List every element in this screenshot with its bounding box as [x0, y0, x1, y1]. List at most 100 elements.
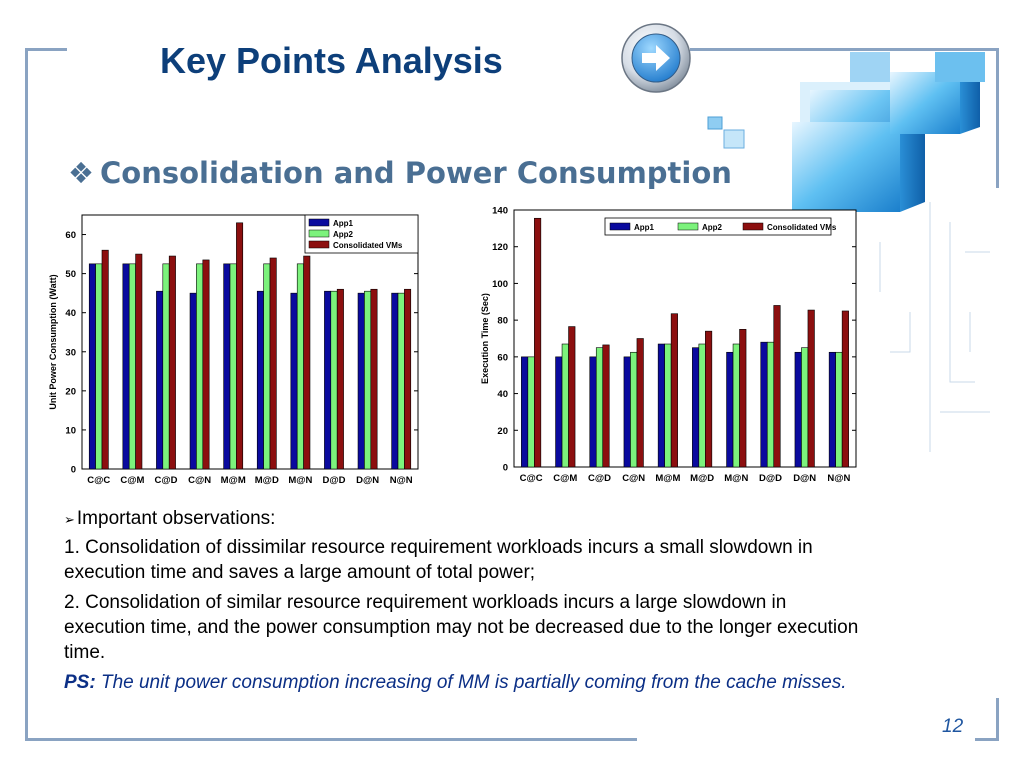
time-xtick-label: C@M: [553, 473, 577, 484]
arrow-right-icon: [642, 45, 670, 71]
time-bar-consolidated-vms: [705, 330, 713, 468]
observation-item-2: 2. Consolidation of similar resource req…: [64, 592, 859, 663]
power-xtick-label: M@D: [255, 475, 279, 486]
observations-heading-text: Important observations:: [76, 508, 276, 529]
time-bar-app2: [835, 351, 843, 468]
page-number: 12: [942, 716, 964, 737]
time-bar-app1: [623, 356, 631, 468]
power-legend-swatch: [308, 240, 330, 249]
time-bar-app1: [726, 351, 734, 468]
time-xtick-label: M@D: [690, 473, 714, 484]
time-legend-label: App1: [634, 223, 655, 232]
time-xtick-label: N@N: [827, 473, 850, 484]
time-bar-app1: [521, 356, 529, 468]
power-xtick-label: C@M: [120, 475, 144, 486]
time-legend-swatch: [742, 222, 764, 231]
time-bar-app2: [527, 356, 535, 468]
power-ytick-label: 30: [65, 347, 76, 358]
time-bar-app2: [732, 343, 740, 468]
ps-label: PS:: [64, 672, 96, 693]
power-xtick-label: D@D: [323, 475, 346, 486]
time-bar-app1: [555, 356, 563, 468]
time-bar-app2: [561, 343, 569, 468]
power-bar-app1: [256, 290, 264, 470]
observations-heading: ➢ Important observations:: [64, 506, 864, 532]
time-xtick-label: M@M: [655, 473, 680, 484]
time-ytick-label: 60: [497, 352, 508, 363]
time-xtick-label: D@D: [759, 473, 782, 484]
time-ytick-label: 40: [497, 389, 508, 400]
ps-text: The unit power consumption increasing of…: [95, 672, 847, 693]
power-bar-app1: [223, 263, 231, 470]
time-bar-app2: [766, 341, 775, 468]
time-ytick-label: 100: [492, 279, 508, 290]
power-bar-app1: [189, 292, 197, 470]
frame-line-bottom-left: [25, 738, 637, 741]
power-bar-app2: [296, 263, 304, 470]
time-legend-swatch: [609, 222, 631, 231]
time-bar-consolidated-vms: [841, 310, 849, 468]
power-xtick-label: N@N: [390, 475, 413, 486]
power-xtick-label: M@N: [288, 475, 312, 486]
power-bar-consolidated-vms: [202, 259, 210, 470]
power-ytick-label: 10: [65, 425, 76, 436]
power-bar-consolidated-vms: [336, 288, 344, 470]
power-bar-app2: [263, 263, 271, 470]
power-bar-consolidated-vms: [404, 288, 412, 470]
power-bar-consolidated-vms: [236, 222, 244, 470]
time-legend-label: App2: [702, 223, 723, 232]
time-bar-consolidated-vms: [739, 329, 747, 468]
time-bar-app1: [760, 341, 768, 468]
observations: ➢ Important observations: 1. Consolidatio…: [64, 506, 864, 700]
power-bar-app2: [128, 263, 136, 470]
time-bar-app2: [801, 347, 809, 468]
power-xtick-label: M@M: [221, 475, 246, 486]
power-bar-app1: [156, 290, 164, 470]
time-legend-box: [604, 217, 832, 236]
time-ytick-label: 140: [492, 206, 508, 217]
power-bar-app2: [397, 292, 405, 470]
time-bar-consolidated-vms: [568, 326, 576, 468]
power-ytick-label: 0: [71, 465, 76, 476]
slide-title: Key Points Analysis: [160, 40, 503, 81]
time-bar-consolidated-vms: [602, 344, 610, 468]
power-bar-consolidated-vms: [135, 253, 143, 470]
power-bar-consolidated-vms: [370, 288, 378, 470]
power-bar-app1: [122, 263, 130, 470]
time-ytick-label: 0: [503, 463, 508, 474]
power-bar-app1: [391, 292, 399, 470]
observation-item-1: 1. Consolidation of dissimilar resource …: [64, 537, 813, 583]
frame-line-right-bottom: [996, 698, 999, 741]
power-bar-app1: [324, 290, 332, 470]
power-bar-app1: [88, 263, 96, 470]
time-ytick-label: 20: [497, 426, 508, 437]
time-xtick-label: C@C: [520, 473, 543, 484]
frame-line-bottom-right: [975, 738, 999, 741]
time-bar-consolidated-vms: [773, 305, 781, 468]
arrow-bullet-icon: ➢: [64, 512, 75, 527]
power-consumption-chart: 0 10 20 30 40 50 60 Unit Power Consumption (Wat…: [48, 214, 419, 486]
time-bar-app1: [692, 347, 700, 468]
time-legend-label: Consolidated VMs: [767, 223, 837, 232]
power-bar-app2: [330, 290, 338, 470]
next-slide-button[interactable]: [620, 22, 692, 94]
power-ytick-label: 40: [65, 308, 76, 319]
time-bar-app2: [595, 347, 604, 468]
power-bar-app2: [364, 290, 372, 470]
power-xtick-label: D@N: [356, 475, 379, 486]
time-bar-app1: [794, 351, 802, 468]
time-bar-app1: [828, 351, 836, 468]
ps-note: PS: The unit power consumption increasin…: [64, 670, 864, 695]
power-bar-app1: [357, 292, 365, 470]
slide-subtitle: ❖ Consolidation and Power Consumption: [68, 156, 732, 190]
power-ylabel: Unit Power Consumption (Watt): [48, 274, 58, 409]
power-bar-app2: [229, 263, 237, 470]
time-bar-consolidated-vms: [807, 309, 815, 468]
power-legend-label: App1: [333, 219, 354, 228]
power-bar-app2: [162, 263, 170, 470]
power-ytick-label: 60: [65, 230, 76, 241]
frame-line-top-left: [25, 48, 67, 51]
power-bar-app1: [290, 292, 298, 470]
time-xtick-label: C@N: [622, 473, 645, 484]
time-xtick-label: C@D: [588, 473, 611, 484]
